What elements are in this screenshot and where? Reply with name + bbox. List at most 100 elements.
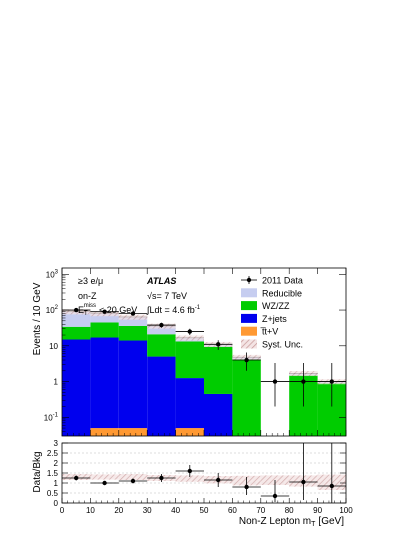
ratio-x-tick-label-0: 0 <box>60 506 65 515</box>
bar-reducible-bin-3 <box>147 325 176 335</box>
ratio-point-7 <box>272 493 278 499</box>
lepton-requirement-label: ≥3 e/μ <box>78 276 103 286</box>
x-axis-label: Non-Z Lepton mT [GeV] <box>239 516 344 528</box>
ratio-x-tick-label-6: 60 <box>228 506 237 515</box>
data-point-1 <box>102 309 107 314</box>
bar-zjets-bin-5 <box>204 393 233 436</box>
met-main: E <box>78 305 84 315</box>
x-axis-label-main: Non-Z Lepton m <box>239 516 311 527</box>
ratio-x-tick-label-9: 90 <box>313 506 322 515</box>
ratio-point-5 <box>216 477 221 483</box>
bar-wzzz-bin-4 <box>175 341 204 379</box>
ratio-point-8 <box>301 479 306 485</box>
data-point-2 <box>130 311 136 316</box>
region-label: on-Z <box>78 291 97 301</box>
main-plot: 10-1 1 10 102 103 <box>44 267 347 437</box>
ratio-point-0 <box>74 475 79 481</box>
ratio-x-tick-label-10: 100 <box>339 506 353 515</box>
lumi-main: ∫Ldt = 4.6 fb <box>146 305 195 315</box>
bar-wzzz-bin-2 <box>118 325 148 341</box>
annotations: ≥3 e/μ ATLAS on-Z √s= 7 TeV ETmiss < 20 G… <box>78 276 201 317</box>
ratio-x-tick-label-4: 40 <box>171 506 180 515</box>
data-point-3 <box>159 322 164 328</box>
met-label: ETmiss < 20 GeV <box>78 303 137 317</box>
bar-wzzz-bin-1 <box>90 322 119 338</box>
ratio-plot: 00.511.522.530 10 20 30 40 50 60 70 80 90 100 <box>47 439 353 515</box>
legend-label-ttv: t̅t+V <box>260 327 278 337</box>
ratio-x-tick-label-1: 10 <box>86 506 95 515</box>
ratio-x-tick-label-7: 70 <box>256 506 265 515</box>
ratio-point-6 <box>244 484 249 490</box>
atlas-label: ATLAS <box>146 276 176 286</box>
bar-reducible-bin-1 <box>90 313 119 323</box>
met-cut: < 20 GeV <box>99 305 137 315</box>
ratio-y-tick-label-2: 1 <box>54 479 59 488</box>
bar-wzzz-bin-3 <box>147 334 176 357</box>
bar-zjets-bin-3 <box>147 356 176 436</box>
bar-zjets-bin-4 <box>175 378 204 429</box>
legend-swatch-reducible <box>241 288 257 298</box>
ratio-y-tick-label-4: 2 <box>54 459 59 468</box>
main-y-tick-label-3: 102 <box>46 305 59 315</box>
ratio-syst-band-bin-4 <box>175 475 204 482</box>
ratio-syst-band-bin-1 <box>90 474 119 480</box>
bar-zjets-bin-2 <box>118 340 148 429</box>
main-y-tick-label-4: 103 <box>46 269 59 279</box>
bar-ttv-bin-1 <box>90 428 119 436</box>
ratio-y-tick-label-5: 2.5 <box>47 449 59 458</box>
bar-zjets-bin-1 <box>90 337 119 429</box>
main-y-tick-label-0: 10-1 <box>44 412 59 422</box>
lumi-exp: -1 <box>195 305 201 311</box>
energy-label: √s= 7 TeV <box>147 291 187 301</box>
syst-band-bin-2 <box>118 314 148 320</box>
ratio-y-tick-label-1: 0.5 <box>47 489 59 498</box>
ratio-x-tick-label-3: 30 <box>143 506 152 515</box>
main-y-tick-label-1: 1 <box>54 378 59 387</box>
data-point-5 <box>216 342 221 347</box>
bar-zjets-bin-0 <box>62 339 91 436</box>
data-point-0 <box>74 307 79 313</box>
luminosity-label: ∫Ldt = 4.6 fb-1 <box>146 305 201 315</box>
bar-wzzz-bin-6 <box>232 359 261 436</box>
data-point-6 <box>244 357 249 363</box>
bar-reducible-bin-0 <box>62 311 91 327</box>
bar-ttv-bin-2 <box>118 428 148 436</box>
bar-reducible-bin-2 <box>118 316 148 326</box>
met-sub: T <box>84 311 88 317</box>
ratio-x-tick-label-8: 80 <box>285 506 294 515</box>
legend-swatch-wzzz <box>241 301 257 311</box>
x-axis-label-sub: T <box>311 521 316 528</box>
ratio-point-1 <box>102 480 107 486</box>
ratio-syst-band-bin-2 <box>118 474 148 480</box>
legend-swatch-ttv <box>241 326 257 336</box>
ratio-y-tick-label-3: 1.5 <box>47 469 59 478</box>
legend-swatch-systunc <box>241 339 257 349</box>
data-point-4 <box>187 329 192 334</box>
ratio-point-4 <box>187 468 192 474</box>
legend-label-systunc: Syst. Unc. <box>262 340 303 350</box>
data-point-8 <box>301 379 306 384</box>
data-point-9 <box>329 379 334 384</box>
ratio-x-tick-label-5: 50 <box>200 506 209 515</box>
legend-label-zjets: Z+jets <box>262 314 287 324</box>
legend-label-2011data: 2011 Data <box>262 276 303 286</box>
legend-label-wzzz: WZ/ZZ <box>262 301 290 311</box>
legend-marker-data-dot <box>246 277 252 283</box>
ratio-y-axis-label: Data/Bkg <box>32 451 43 492</box>
x-axis-label-unit: [GeV] <box>318 516 344 527</box>
ratio-point-2 <box>130 478 136 484</box>
ratio-point-3 <box>159 475 164 481</box>
y-axis-label: Events / 10 GeV <box>32 282 43 355</box>
bar-ttv-bin-4 <box>175 428 204 436</box>
ratio-x-tick-label-2: 20 <box>114 506 123 515</box>
bar-wzzz-bin-5 <box>204 346 233 394</box>
ratio-point-9 <box>329 483 334 489</box>
met-sup: miss <box>84 303 96 309</box>
legend: 2011 Data Reducible WZ/ZZ Z+jets t̅t+V Syst. … <box>241 276 303 350</box>
ratio-y-tick-label-6: 3 <box>54 439 59 448</box>
data-point-7 <box>272 379 278 384</box>
main-y-tick-label-2: 10 <box>49 342 58 351</box>
syst-band-bin-4 <box>175 335 204 341</box>
legend-label-reducible: Reducible <box>262 288 302 298</box>
